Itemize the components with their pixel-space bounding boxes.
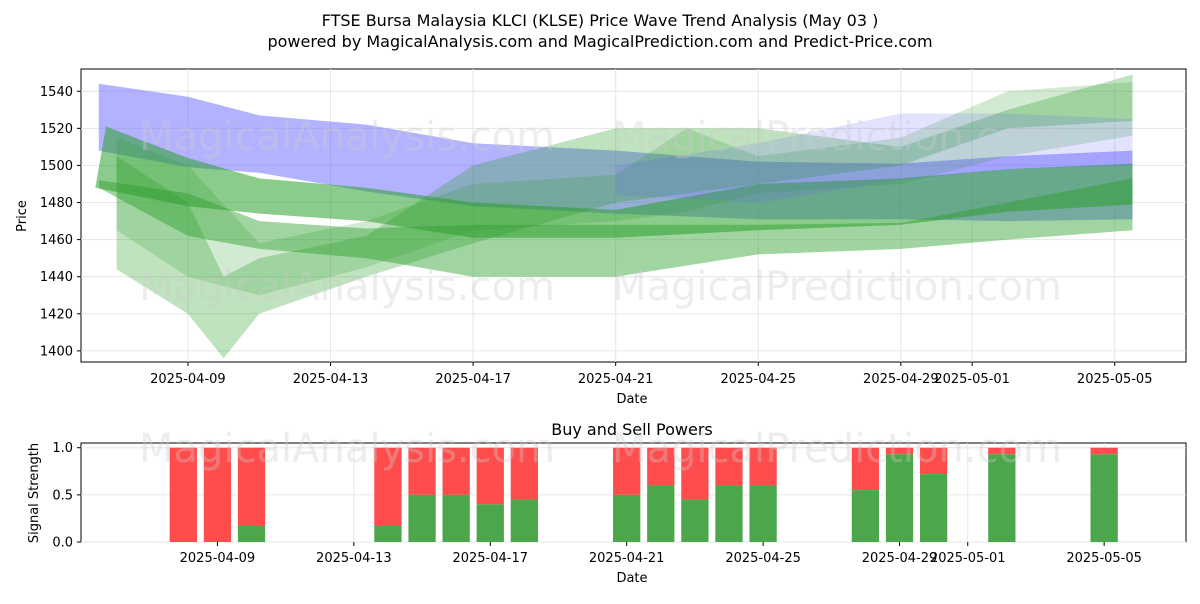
chart-title-line1: FTSE Bursa Malaysia KLCI (KLSE) Price Wa… (322, 11, 879, 30)
sell-bar (988, 447, 1016, 455)
sell-bar (885, 447, 914, 455)
price-x-axis-label: Date (616, 392, 647, 407)
price-watermark: MagicalAnalysis.com (139, 264, 555, 310)
signal-y-tick-label: 1.0 (52, 441, 73, 456)
signal-watermarks: MagicalAnalysis.com MagicalPrediction.com (139, 426, 1062, 472)
price-band-green-2 (98, 178, 1133, 277)
price-watermark: MagicalAnalysis.com (139, 114, 555, 160)
price-band-green-3 (116, 74, 1133, 359)
signal-x-tick-label: 2025-04-25 (725, 551, 801, 566)
signal-x-ticks: 2025-04-09 2025-04-13 2025-04-17 2025-04-21… (180, 542, 1142, 566)
price-y-tick-label: 1400 (40, 344, 73, 359)
buy-bar (919, 474, 948, 542)
sell-bar (647, 447, 675, 486)
price-x-tick-label: 2025-04-25 (720, 372, 796, 387)
sell-bar (442, 447, 470, 495)
price-y-tick-label: 1540 (40, 85, 73, 100)
price-y-tick-label: 1460 (40, 233, 73, 248)
signal-y-ticks: 0.0 0.5 1.0 (52, 441, 81, 551)
signal-bars (169, 447, 1118, 542)
price-x-ticks: 2025-04-09 2025-04-13 2025-04-17 2025-04-21… (150, 362, 1152, 387)
signal-watermark: MagicalAnalysis.com (139, 426, 555, 472)
price-x-tick-label: 2025-04-13 (293, 372, 369, 387)
sell-bar (169, 447, 197, 542)
sell-bar (408, 447, 436, 495)
buy-bar (237, 525, 266, 542)
price-plot-frame (80, 68, 1187, 363)
buy-bar (885, 454, 914, 542)
signal-watermark: MagicalPrediction.com (612, 426, 1062, 472)
buy-bar (408, 494, 436, 542)
sell-bar (681, 447, 709, 500)
buy-bar (1090, 454, 1118, 542)
price-x-tick-label: 2025-04-29 (863, 372, 939, 387)
buy-bar (749, 485, 777, 542)
sell-bar (715, 447, 743, 486)
price-y-ticks: 1400 1420 1440 1460 1480 1500 1520 1540 (40, 85, 81, 359)
buy-bar (613, 494, 641, 542)
signal-x-tick-label: 2025-05-01 (930, 551, 1006, 566)
sell-bar (237, 447, 266, 526)
buy-bar (988, 454, 1016, 542)
signal-x-tick-label: 2025-04-21 (589, 551, 665, 566)
signal-y-tick-label: 0.5 (52, 488, 73, 503)
price-y-axis-label: Price (15, 200, 30, 232)
price-y-tick-label: 1440 (40, 270, 73, 285)
buy-bar (715, 485, 743, 542)
buy-bar (647, 485, 675, 542)
buy-bar (681, 499, 709, 542)
price-x-tick-label: 2025-05-01 (934, 372, 1010, 387)
price-chart: MagicalAnalysis.com MagicalPrediction.com… (15, 68, 1187, 407)
sell-bar (203, 447, 232, 542)
price-y-tick-label: 1500 (40, 159, 73, 174)
signal-x-axis-label: Date (616, 571, 647, 586)
sell-bar (374, 447, 402, 526)
signal-y-axis-label: Signal Strength (27, 443, 42, 543)
price-watermark: MagicalPrediction.com (612, 264, 1062, 310)
signal-x-tick-label: 2025-04-09 (180, 551, 256, 566)
chart-title-line2: powered by MagicalAnalysis.com and Magic… (267, 32, 932, 51)
signal-x-tick-label: 2025-04-17 (452, 551, 528, 566)
sell-bar (476, 447, 504, 505)
sell-bar (851, 447, 880, 491)
sell-bar (749, 447, 777, 486)
price-watermark: MagicalPrediction.com (612, 114, 1062, 160)
price-band-blue-5 (615, 113, 1133, 203)
price-watermarks: MagicalAnalysis.com MagicalPrediction.com… (139, 114, 1062, 310)
buy-bar (374, 525, 402, 542)
buy-bar (851, 490, 880, 542)
sell-bar (613, 447, 641, 495)
buy-bar (476, 504, 504, 542)
signal-y-tick-label: 0.0 (52, 536, 73, 551)
price-band-green-4 (116, 82, 1133, 296)
buy-bar (442, 494, 470, 542)
signal-x-tick-label: 2025-04-13 (316, 551, 392, 566)
price-x-tick-label: 2025-05-05 (1077, 372, 1153, 387)
signal-chart: Buy and Sell Powers MagicalAnalysis.com M… (27, 420, 1187, 586)
price-y-tick-label: 1420 (40, 307, 73, 322)
price-y-tick-label: 1520 (40, 122, 73, 137)
signal-x-tick-label: 2025-04-29 (862, 551, 938, 566)
sell-bar (1090, 447, 1118, 455)
price-x-tick-label: 2025-04-09 (150, 372, 226, 387)
signal-x-tick-label: 2025-05-05 (1066, 551, 1142, 566)
price-band-green-1 (95, 126, 1133, 238)
sell-bar (510, 447, 539, 500)
price-y-tick-label: 1480 (40, 196, 73, 211)
price-x-tick-label: 2025-04-17 (435, 372, 511, 387)
price-x-tick-label: 2025-04-21 (578, 372, 654, 387)
price-bands (95, 74, 1133, 359)
sell-bar (919, 447, 948, 475)
buy-bar (510, 499, 539, 542)
signal-chart-title: Buy and Sell Powers (551, 420, 713, 439)
